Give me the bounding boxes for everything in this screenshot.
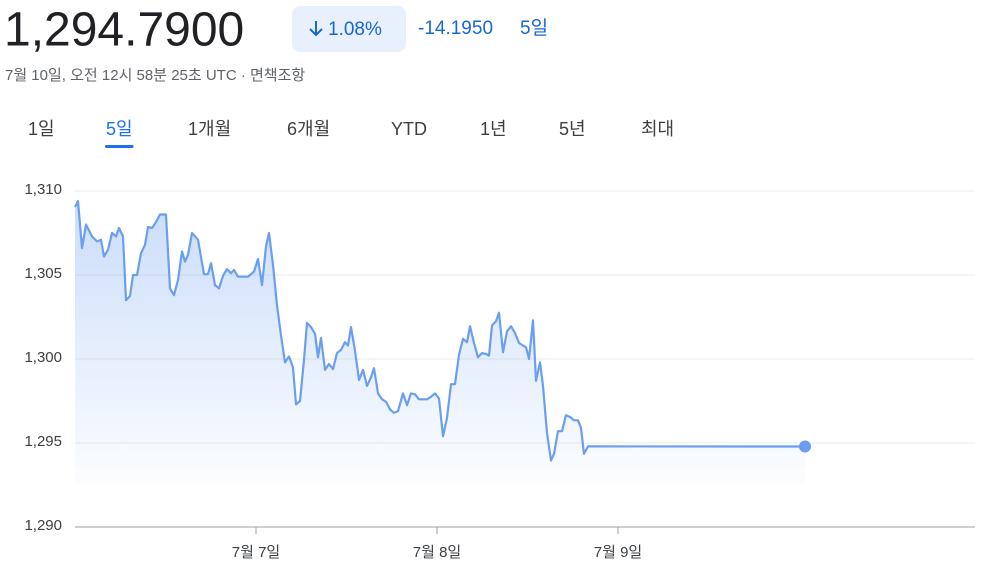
area-fill [75, 201, 805, 485]
y-tick-label: 1,305 [24, 265, 62, 282]
range-tab[interactable]: 최대 [641, 119, 674, 139]
change-badge [292, 6, 406, 52]
x-tick-label: 7월 8일 [413, 544, 461, 561]
y-tick-label: 1,300 [24, 349, 62, 366]
range-tabs: 1일 5일 1개월 6개월 YTD 1년 5년 최대 [28, 119, 674, 148]
change-percent: 1.08% [328, 19, 382, 40]
range-tab[interactable]: 5년 [559, 119, 586, 139]
tab-underline [105, 145, 134, 148]
timestamp: 7월 10일, 오전 12시 58분 25초 UTC · 면책조항 [5, 67, 305, 84]
x-tick-label: 7월 9일 [594, 544, 642, 561]
range-tab[interactable]: 6개월 [287, 119, 330, 139]
y-tick-label: 1,295 [24, 433, 62, 450]
range-tab[interactable]: 1년 [480, 119, 507, 139]
y-tick-label: 1,310 [24, 181, 62, 198]
price-line [74, 200, 806, 462]
down-arrow [309, 21, 323, 37]
price: 1,294.7900 [4, 4, 244, 57]
y-tick-label: 1,290 [24, 517, 62, 534]
range-tab[interactable]: 1개월 [188, 119, 231, 139]
change-period: 5일 [520, 17, 548, 39]
range-tab[interactable]: YTD [391, 119, 427, 139]
range-tab[interactable]: 5일 [106, 119, 133, 139]
x-tick-label: 7월 7일 [232, 544, 280, 561]
change-value: -14.1950 [418, 18, 493, 39]
range-tab[interactable]: 1일 [28, 119, 55, 139]
last-point [799, 440, 811, 453]
chart: 1,290 1,295 1,300 1,305 1,310 7월 7일 7월 8일 7월 9일 [24, 181, 975, 561]
